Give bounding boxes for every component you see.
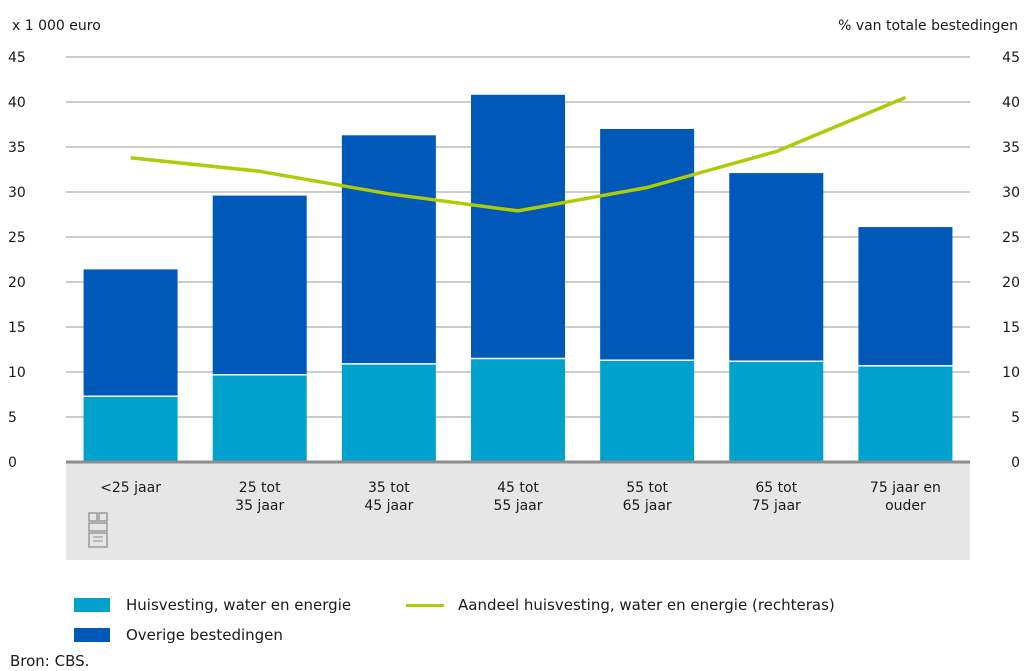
y-tick-label-right: 20: [1002, 275, 1020, 291]
bar-housing: [212, 374, 307, 462]
x-tick-label: 45 jaar: [364, 498, 413, 514]
y-tick-label-right: 5: [1011, 410, 1020, 426]
x-tick-label: 75 jaar en: [870, 480, 941, 496]
bar-housing: [858, 365, 953, 462]
bar-other: [600, 129, 695, 361]
x-tick-label: 35 jaar: [235, 498, 284, 514]
y-tick-label-left: 10: [8, 365, 26, 381]
y-tick-label-right: 35: [1002, 140, 1020, 156]
share-line: [130, 95, 907, 213]
bar-housing: [341, 363, 436, 462]
chart: 0 5 10 15 20 25 30 35 40 45 0 5 10 15 20 25 30 35 40 45 <25 …: [8, 50, 1020, 560]
x-tick-label: ouder: [885, 498, 926, 514]
legend-item-housing: Huisvesting, water en energie: [74, 596, 351, 614]
legend-swatch-housing: [74, 598, 110, 612]
x-tick-label: 65 jaar: [623, 498, 672, 514]
x-tick-label: 65 tot: [755, 480, 797, 496]
category-axis-band: [66, 462, 970, 560]
y-tick-label-right: 40: [1002, 95, 1020, 111]
y-tick-label-left: 0: [8, 455, 17, 471]
x-tick-label: 45 tot: [497, 480, 539, 496]
legend-label-other: Overige bestedingen: [126, 626, 283, 644]
y-tick-label-left: 35: [8, 140, 26, 156]
x-tick-label: 55 tot: [626, 480, 668, 496]
y-tick-label-left: 25: [8, 230, 26, 246]
legend-swatch-share-line: [406, 603, 444, 607]
x-tick-label: 75 jaar: [752, 498, 801, 514]
bar-other: [212, 195, 307, 375]
y-tick-label-left: 20: [8, 275, 26, 291]
x-tick-label: <25 jaar: [100, 480, 161, 496]
source-note: Bron: CBS.: [10, 652, 90, 670]
bar-housing: [600, 360, 695, 462]
bar-housing: [729, 361, 824, 462]
y-tick-label-right: 0: [1011, 455, 1020, 471]
y-tick-label-left: 15: [8, 320, 26, 336]
x-tick-label: 55 jaar: [493, 498, 542, 514]
y-tick-label-left: 40: [8, 95, 26, 111]
bar-other: [341, 135, 436, 364]
bar-other: [858, 227, 953, 366]
bar-other: [729, 173, 824, 362]
y-tick-label-right: 15: [1002, 320, 1020, 336]
right-axis-unit-label: % van totale bestedingen: [838, 18, 1018, 34]
legend-swatch-other: [74, 628, 110, 642]
bar-housing: [471, 358, 565, 462]
y-tick-label-left: 5: [8, 410, 17, 426]
left-axis-unit-label: x 1 000 euro: [12, 18, 101, 34]
y-tick-label-right: 25: [1002, 230, 1020, 246]
legend-label-share-line: Aandeel huisvesting, water en energie (r…: [458, 596, 835, 614]
y-tick-label-left: 45: [8, 50, 26, 66]
y-tick-label-right: 30: [1002, 185, 1020, 201]
bar-other: [83, 269, 178, 397]
x-tick-label: 25 tot: [239, 480, 281, 496]
cbs-logo-icon: [88, 512, 108, 548]
bar-other: [471, 94, 565, 359]
bar-housing: [83, 396, 178, 462]
y-tick-label-right: 10: [1002, 365, 1020, 381]
legend-label-housing: Huisvesting, water en energie: [126, 596, 352, 614]
legend-item-other: Overige bestedingen: [74, 626, 283, 644]
x-tick-label: 35 tot: [368, 480, 410, 496]
y-tick-label-left: 30: [8, 185, 26, 201]
y-tick-label-right: 45: [1002, 50, 1020, 66]
legend-item-share-line: Aandeel huisvesting, water en energie (r…: [406, 596, 835, 614]
